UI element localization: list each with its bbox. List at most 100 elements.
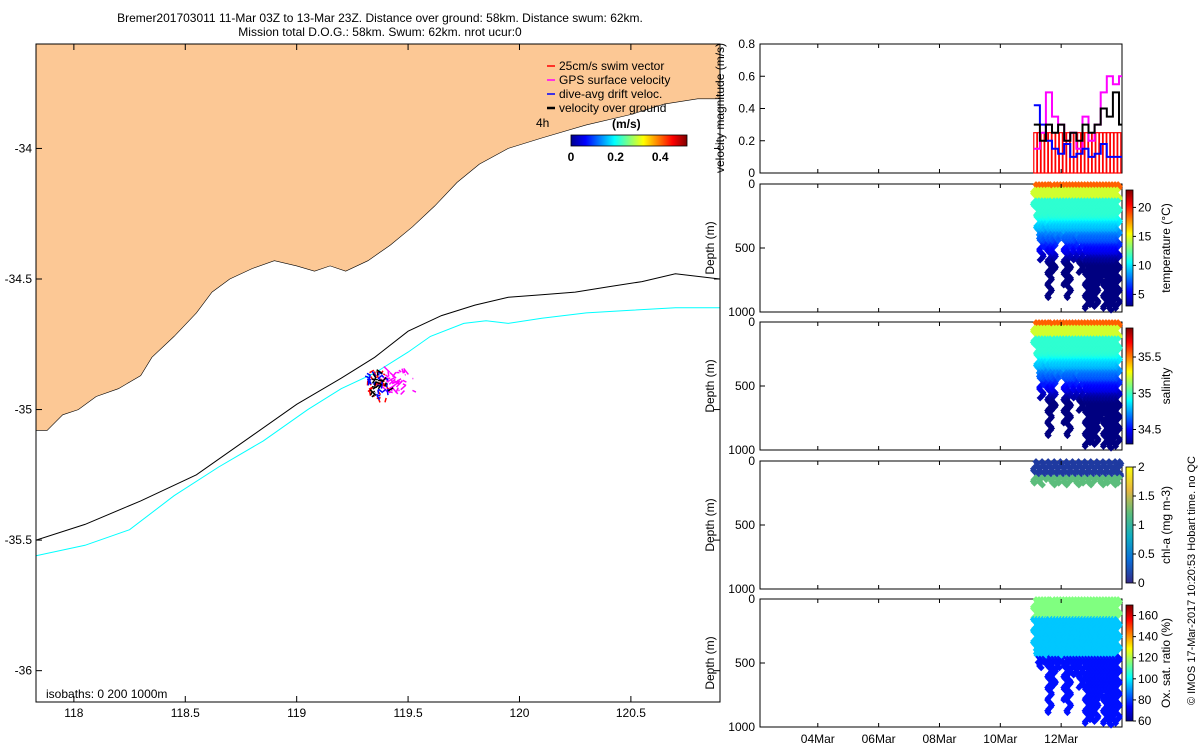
gps-vector [395,387,399,394]
dive-vector [368,374,371,380]
gps-vector [395,380,403,388]
velocity-y-tick-label: 0.4 [738,102,755,116]
temperature-ylabel: Depth (m) [703,221,717,274]
dive-vector [369,381,372,385]
gps-speed-line [1033,75,1122,150]
map-panel: 118 118.5 119 119.5 120 120.5-34-34.5-35-35.5… [5,43,721,720]
time-tick-label: 04Mar [801,732,835,746]
colorbar-tick-label: 0.5 [1138,547,1155,561]
oxygen-colorbar-label: Ox. sat. ratio (%) [1159,618,1173,708]
depth-y-tick-label: 1000 [728,305,755,319]
swim-speed-bar [1113,132,1118,174]
map-x-tick-label: 118.5 [171,706,200,720]
dive-speed-line [1033,104,1122,158]
credit-text: © IMOS 17-Mar-2017 10:20:53 Hobart time.… [1186,456,1198,705]
colorbar-tick-label: 160 [1138,609,1158,623]
map-y-tick-label: -35.5 [5,533,33,547]
depth-y-tick-label: 1000 [728,443,755,457]
speed-colorbar-tick-label: 0 [568,150,575,164]
colorbar-tick-label: 1 [1138,518,1145,532]
ground-vector [387,387,394,392]
temperature-colorbar [1125,189,1134,307]
swim-vector [376,374,380,379]
swim-vector [369,369,375,374]
velocity-y-tick-label: 0 [748,166,755,180]
ground-vector [375,381,382,385]
velocity-y-ticks: 00.20.40.60.8 [738,37,765,180]
colorbar-tick-label: 2 [1138,460,1145,474]
velocity-axes-frame [759,43,1123,174]
depth-y-tick-label: 500 [735,656,755,670]
colorbar-tick-label: 60 [1138,714,1152,728]
depth-y-tick-label: 0 [748,177,755,191]
map-x-tick-label: 119 [287,706,306,720]
gps-vector [383,365,391,373]
ground-vector [371,378,378,381]
gps-vector [402,379,407,383]
oxygen-points [1029,596,1123,729]
temperature-colorbar-label: temperature (°C) [1159,203,1173,293]
gps-vector [401,368,405,374]
colorbar-tick-label: 0 [1138,576,1145,590]
legend-item-swim: 25cm/s swim vector [547,59,664,73]
colorbar-tick-label: 1.5 [1138,489,1155,503]
map-x-tick-label: 120 [509,706,529,720]
colorbar-tick-label: 80 [1138,693,1152,707]
dive-vector [386,388,389,392]
swim-speed-bar [1033,132,1038,174]
ground-vector [372,373,377,379]
dive-vector [376,395,381,401]
dive-vector [377,388,384,394]
gps-vector [385,379,390,383]
oxygen-colorbar [1125,604,1134,722]
dive-vector [382,388,387,393]
gps-vector [388,385,395,390]
map-axis-ticks: 118 118.5 119 119.5 120 120.5-34-34.5-35-35.5… [5,44,720,720]
chl-colorbar [1125,466,1134,584]
swim-vector [368,391,372,396]
ground-vector [381,376,387,383]
figure-title-line1: Bremer201703011 11-Mar 03Z to 13-Mar 23Z… [117,11,643,25]
time-lag-label: 4h [536,116,549,130]
map-x-tick-label: 120.5 [616,706,646,720]
speed-colorbar-tick-label: 0.4 [652,150,669,164]
glider-track [364,365,417,403]
depth-y-tick-label: 500 [735,518,755,532]
salinity-points [1029,319,1123,452]
legend-item-gps: GPS surface velocity [547,73,670,87]
ground-vector [371,385,377,389]
legend-label-ground: velocity over ground [559,101,666,115]
map-x-tick-label: 119.5 [394,706,423,720]
map-y-tick-label: -36 [15,664,33,678]
speed-colorbar-tick-label: 0.2 [607,150,624,164]
swim-speed-bar [1117,132,1122,174]
speed-colorbar [570,134,688,147]
dive-vector [377,389,380,395]
colorbar-tick-label: 20 [1138,200,1152,214]
dive-vector [366,372,371,376]
legend-item-ground: velocity over ground [547,101,666,115]
gps-vector [400,384,407,391]
map-y-tick-label: -34 [15,141,33,155]
ground-vector [384,382,387,387]
swim-speed-bar [1109,132,1115,174]
ground-vector [374,381,377,387]
gps-vector [392,387,399,395]
colorbar-tick-label: 100 [1138,672,1158,686]
colorbar-tick-label: 15 [1138,229,1152,243]
ground-vector [369,389,377,396]
map-x-tick-label: 118 [64,706,83,720]
depth-y-tick-label: 500 [735,241,755,255]
colorbar-tick-label: 120 [1138,651,1158,665]
colorbar-tick-label: 10 [1138,258,1152,272]
swim-speed-bar [1047,132,1053,174]
oxygen-ylabel: Depth (m) [703,636,717,689]
ground-speed-line [1033,91,1122,142]
chl-colorbar-label: chl-a (mg m-3) [1159,486,1173,564]
map-legend: 25cm/s swim vector GPS surface velocity … [547,59,670,115]
dive-vector [378,374,383,379]
salinity-colorbar-label: salinity [1159,368,1173,405]
